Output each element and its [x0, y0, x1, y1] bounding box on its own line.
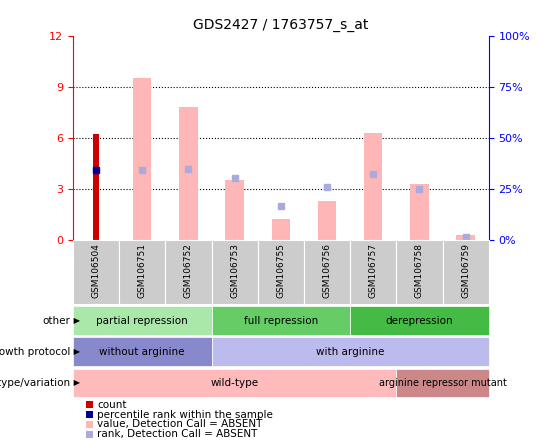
- Text: GSM106757: GSM106757: [369, 243, 377, 298]
- Bar: [225, 180, 244, 240]
- Text: GSM106751: GSM106751: [138, 243, 147, 298]
- Text: derepression: derepression: [386, 316, 453, 326]
- Text: genotype/variation: genotype/variation: [0, 378, 70, 388]
- Text: with arginine: with arginine: [316, 347, 384, 357]
- Text: other: other: [42, 316, 70, 326]
- Text: ▶: ▶: [71, 347, 80, 357]
- Text: rank, Detection Call = ABSENT: rank, Detection Call = ABSENT: [97, 429, 258, 439]
- Bar: [318, 201, 336, 240]
- Bar: [410, 184, 429, 240]
- Text: full repression: full repression: [244, 316, 318, 326]
- Text: GSM106758: GSM106758: [415, 243, 424, 298]
- Title: GDS2427 / 1763757_s_at: GDS2427 / 1763757_s_at: [193, 18, 368, 32]
- Bar: [133, 78, 151, 240]
- Text: percentile rank within the sample: percentile rank within the sample: [97, 410, 273, 420]
- Bar: [179, 107, 198, 240]
- Text: growth protocol: growth protocol: [0, 347, 70, 357]
- Bar: [456, 235, 475, 240]
- Text: ▶: ▶: [71, 378, 80, 388]
- Text: ▶: ▶: [71, 316, 80, 325]
- Bar: [364, 133, 382, 240]
- Text: wild-type: wild-type: [211, 378, 259, 388]
- Bar: [272, 219, 290, 240]
- Text: GSM106755: GSM106755: [276, 243, 285, 298]
- Text: partial repression: partial repression: [96, 316, 188, 326]
- Text: without arginine: without arginine: [99, 347, 185, 357]
- Text: GSM106756: GSM106756: [322, 243, 332, 298]
- Text: arginine repressor mutant: arginine repressor mutant: [379, 378, 507, 388]
- Text: GSM106753: GSM106753: [230, 243, 239, 298]
- Text: GSM106759: GSM106759: [461, 243, 470, 298]
- Bar: [92, 134, 99, 240]
- Text: GSM106752: GSM106752: [184, 243, 193, 298]
- Text: value, Detection Call = ABSENT: value, Detection Call = ABSENT: [97, 420, 262, 429]
- Text: count: count: [97, 400, 127, 410]
- Text: GSM106504: GSM106504: [91, 243, 100, 298]
